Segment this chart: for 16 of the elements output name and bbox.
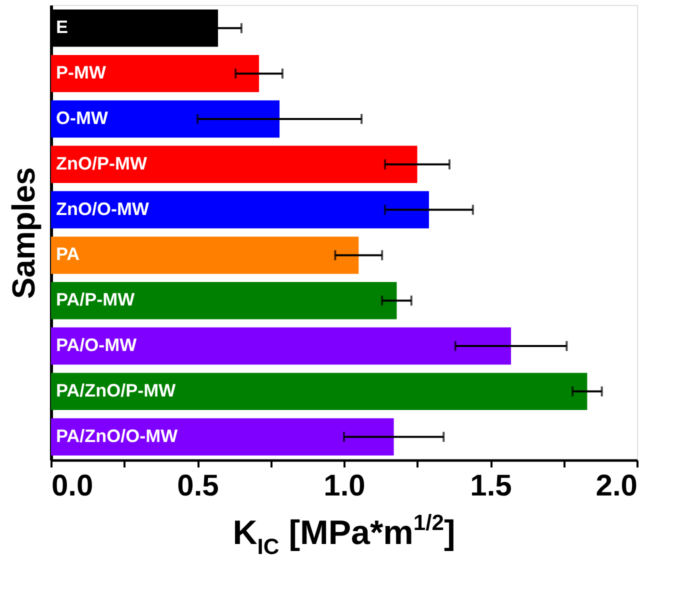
x-tick-label: 2.0: [596, 470, 638, 502]
x-tick-label: 0.5: [177, 470, 219, 502]
y-tick-label: O-MW: [56, 108, 108, 128]
y-axis-title: Samples: [6, 167, 42, 299]
y-tick-label: P-MW: [56, 62, 106, 83]
y-tick-label: PA: [56, 244, 80, 264]
x-tick-label: 1.0: [324, 470, 366, 502]
y-tick-label: E: [56, 17, 68, 38]
x-tick-label: 1.5: [470, 470, 512, 502]
y-tick-label: PA/P-MW: [56, 290, 135, 310]
y-tick-label: PA/ZnO/P-MW: [56, 380, 176, 400]
y-tick-label: ZnO/P-MW: [56, 153, 147, 174]
y-tick-label: PA/ZnO/O-MW: [56, 426, 178, 446]
y-tick-label: PA/O-MW: [56, 335, 137, 356]
y-tick-label: ZnO/O-MW: [56, 198, 149, 219]
x-tick-label: 0.0: [52, 470, 94, 502]
